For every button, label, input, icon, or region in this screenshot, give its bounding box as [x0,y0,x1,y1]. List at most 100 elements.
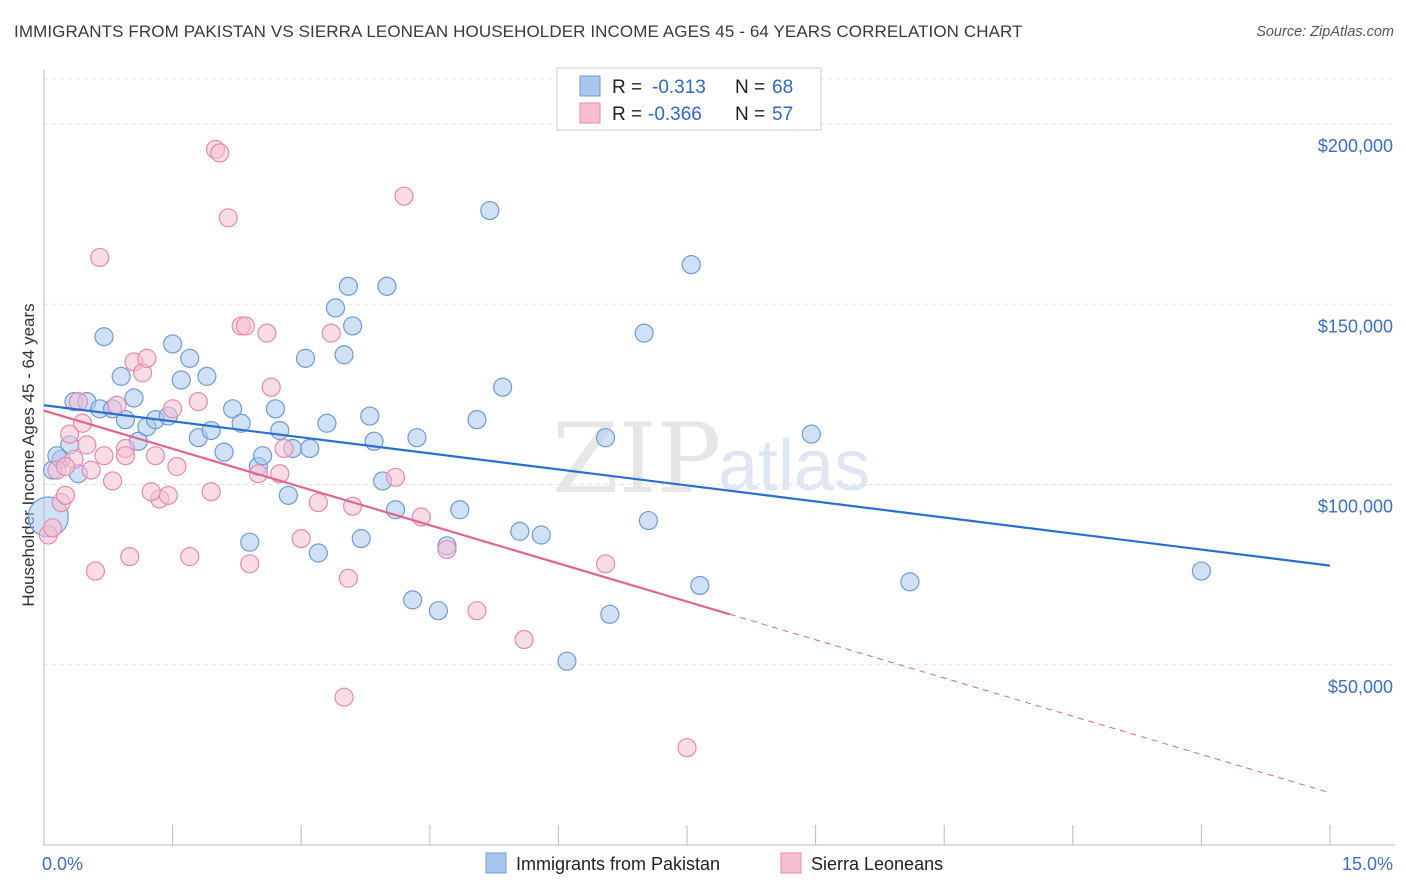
point-pakistan-58 [595,428,616,448]
point-sierra-4 [55,485,76,505]
bottom-legend-label-sierra: Sierra Leoneans [811,854,943,874]
bottom-legend-swatch-pakistan [485,852,507,874]
point-sierra-47 [394,186,414,206]
point-sierra-53 [677,738,697,758]
trend-lines [43,404,1331,794]
legend-swatch-pakistan [579,75,601,97]
point-sierra-8 [72,413,93,433]
legend-n-label-1: N = [735,77,765,98]
point-pakistan-35 [308,543,328,563]
point-sierra-33 [235,316,256,336]
point-pakistan-8 [94,327,114,347]
trend-pakistan [43,404,1331,567]
point-pakistan-49 [428,601,448,621]
point-sierra-9 [77,435,97,455]
point-pakistan-12 [124,388,144,408]
point-sierra-46 [385,467,406,487]
point-pakistan-21 [197,366,217,386]
point-sierra-25 [167,456,187,477]
watermark-atlas: atlas [718,426,870,506]
point-sierra-26 [180,547,200,567]
bottom-legend-label-pakistan: Immigrants from Pakistan [516,854,720,874]
point-sierra-44 [338,568,358,588]
point-pakistan-30 [270,420,290,441]
point-pakistan-10 [111,366,131,386]
point-sierra-36 [257,323,277,343]
legend-box [556,67,822,131]
point-sierra-39 [274,438,294,459]
point-pakistan-56 [531,525,551,545]
x-tick-label-0: 0.0% [42,854,83,874]
point-sierra-12 [90,247,110,268]
point-pakistan-39 [338,276,358,296]
point-sierra-20 [137,348,157,368]
point-sierra-31 [218,208,238,228]
point-sierra-27 [188,392,208,412]
point-sierra-17 [120,547,140,567]
point-sierra-28 [201,482,221,502]
legend-bottom: Immigrants from Pakistan Sierra Leoneans [485,852,943,874]
point-sierra-1 [42,518,63,538]
trend-sierra-extension [729,613,1331,794]
point-pakistan-41 [351,529,371,549]
point-pakistan-25 [231,413,251,433]
point-sierra-43 [334,687,354,707]
point-pakistan-59 [600,604,620,624]
point-sierra-5 [60,424,80,444]
point-pakistan-37 [325,298,346,318]
point-pakistan-66 [1191,561,1212,581]
point-pakistan-23 [214,442,234,462]
legend-r-value-1: -0.313 [652,77,706,98]
point-pakistan-22 [201,420,221,441]
point-pakistan-26 [240,532,260,552]
tick-labels: $50,000 $100,000 $150,000 $200,000 0.0% 15.0% [42,136,1393,874]
legend-n-value-1: 68 [772,77,793,98]
point-sierra-55 [115,446,136,466]
point-sierra-52 [595,554,616,574]
point-pakistan-40 [343,316,363,336]
point-sierra-7 [68,392,88,412]
legend-swatch-sierra [579,102,601,124]
bottom-legend-swatch-sierra [780,852,802,874]
y-tick-label-3: $200,000 [1318,136,1393,156]
data-points [27,139,1212,758]
trend-sierra [43,409,731,616]
point-pakistan-47 [403,590,423,610]
point-sierra-41 [308,492,328,513]
point-sierra-15 [107,395,127,415]
point-pakistan-54 [493,377,513,397]
point-pakistan-17 [163,334,183,354]
point-sierra-11 [85,561,106,581]
point-pakistan-63 [690,575,710,596]
point-sierra-50 [467,601,487,621]
point-sierra-10 [81,460,101,480]
point-sierra-23 [158,485,178,505]
point-sierra-21 [145,446,166,466]
point-pakistan-53 [480,200,500,221]
point-pakistan-19 [180,348,200,368]
point-pakistan-33 [295,348,316,368]
watermark-zip: ZIP [552,403,721,515]
source-label: Source: ZipAtlas.com [1256,24,1394,40]
point-pakistan-24 [223,399,243,419]
point-pakistan-55 [510,521,530,541]
point-pakistan-38 [334,345,354,365]
point-sierra-54 [55,456,76,477]
point-pakistan-31 [278,485,298,505]
point-pakistan-18 [171,370,191,390]
point-pakistan-52 [467,410,487,430]
legend-r-label-2: R = [612,104,642,125]
y-tick-label-2: $150,000 [1318,316,1393,336]
legend-n-label-2: N = [735,104,765,125]
gridlines [44,78,1395,666]
point-pakistan-51 [450,500,470,520]
point-pakistan-60 [634,323,654,343]
point-pakistan-36 [317,413,337,433]
y-axis-label: Householder Income Ages 45 - 64 years [19,303,38,606]
point-pakistan-34 [300,438,320,459]
point-sierra-13 [94,446,114,466]
point-pakistan-28 [253,446,273,466]
point-sierra-30 [210,143,230,163]
point-pakistan-65 [900,572,920,592]
